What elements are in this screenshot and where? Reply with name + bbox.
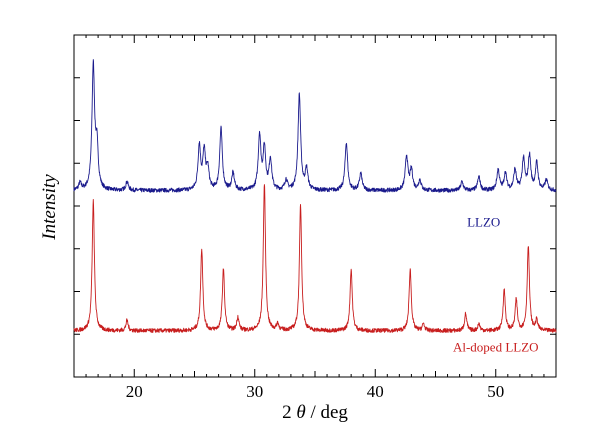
- x-axis-label: 2 θ / deg: [282, 402, 348, 423]
- x-tick-label: 20: [126, 382, 143, 401]
- series-label: LLZO: [467, 215, 500, 230]
- y-axis-label: Intensity: [39, 174, 60, 241]
- series-line-llzo: [73, 59, 557, 193]
- x-tick-label: 30: [246, 382, 263, 401]
- x-tick-label: 40: [367, 382, 384, 401]
- series-line-al-doped-llzo: [73, 184, 557, 334]
- series-label: Al-doped LLZO: [453, 339, 539, 354]
- plot-frame: [73, 34, 557, 378]
- plot-area: 20 30 40 50 LLZO Al-doped LLZO: [73, 34, 557, 401]
- x-tick-label: 50: [487, 382, 504, 401]
